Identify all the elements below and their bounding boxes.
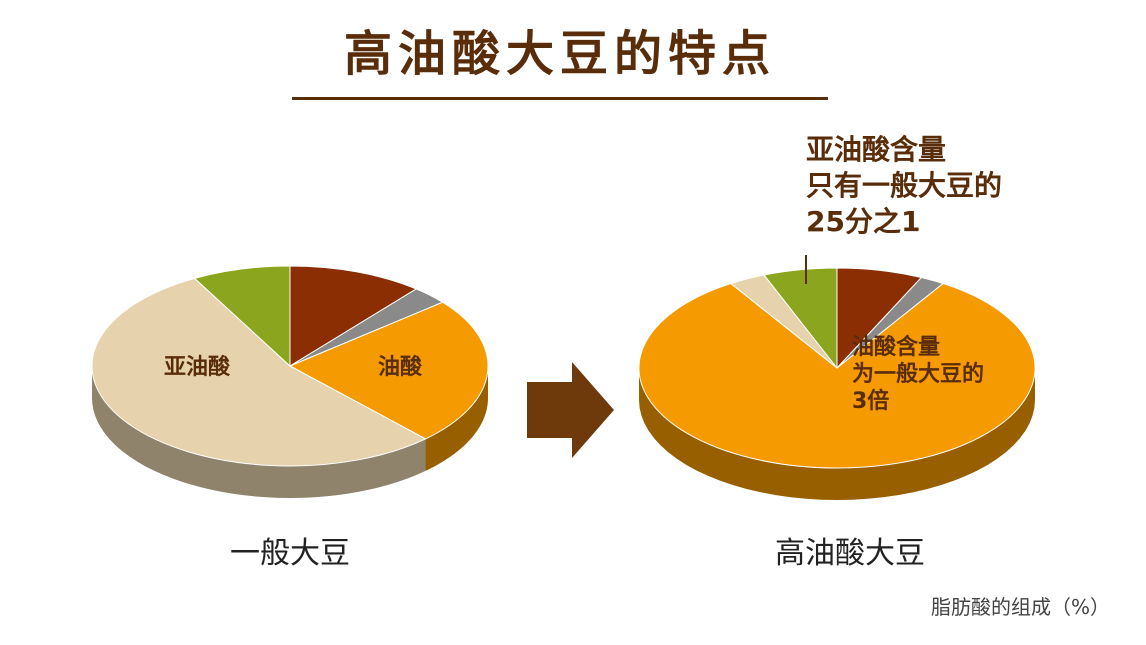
caption-high-oleic-soybean: 高油酸大豆 bbox=[775, 536, 925, 571]
slice-label-oleic: 油酸 bbox=[378, 355, 423, 380]
pie1-slice-4 bbox=[763, 267, 838, 370]
pie0-slice-0 bbox=[289, 265, 418, 367]
pie1-slice-2-side bbox=[639, 368, 1035, 500]
callout-oleic-increase: 油酸含量 为一般大豆的 3倍 bbox=[852, 335, 985, 414]
slice-label-linoleic: 亚油酸 bbox=[164, 355, 231, 380]
page-title: 高油酸大豆的特点 bbox=[343, 26, 776, 82]
pie0-slice-2-side bbox=[425, 366, 488, 471]
callout-linoleic-reduction: 亚油酸含量 只有一般大豆的 25分之1 bbox=[806, 133, 1003, 238]
pie-chart-regular-soybean bbox=[91, 265, 489, 498]
pie0-slice-3 bbox=[91, 277, 427, 467]
pie1-slice-2 bbox=[638, 283, 1036, 469]
caption-regular-soybean: 一般大豆 bbox=[230, 536, 350, 571]
pie-chart-high-oleic-soybean bbox=[638, 267, 1036, 500]
pie0-slice-2 bbox=[288, 301, 489, 440]
title-underline bbox=[292, 97, 828, 100]
pie0-slice-3-side bbox=[92, 366, 426, 498]
unit-note: 脂肪酸的组成（%） bbox=[930, 595, 1110, 619]
pie0-slice-4 bbox=[193, 265, 291, 368]
arrow-icon bbox=[527, 362, 614, 458]
